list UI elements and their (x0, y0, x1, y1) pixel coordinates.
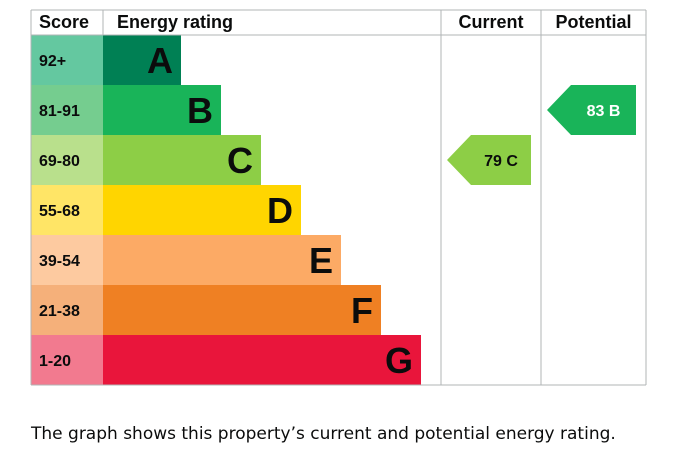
score-cell-b (31, 85, 103, 135)
band-letter-a: A (147, 40, 173, 81)
band-letter-g: G (385, 340, 413, 381)
epc-chart: Score Energy rating Current Potential 92+ A 81… (30, 9, 647, 386)
band-bar-g (103, 335, 421, 385)
score-label-d: 55-68 (39, 203, 80, 220)
score-label-e: 39-54 (39, 253, 80, 270)
potential-arrow (547, 85, 636, 135)
band-letter-c: C (227, 140, 253, 181)
score-label-f: 21-38 (39, 303, 80, 320)
band-bar-b (103, 85, 221, 135)
potential-arrow-label: 83 B (587, 103, 621, 120)
band-bar-a (103, 35, 181, 85)
band-letter-d: D (267, 190, 293, 231)
band-letter-b: B (187, 90, 213, 131)
band-letter-e: E (309, 240, 333, 281)
score-label-b: 81-91 (39, 103, 80, 120)
header-energy-rating: Energy rating (117, 12, 233, 32)
score-cell-d (31, 185, 103, 235)
chart-caption: The graph shows this property’s current … (31, 424, 616, 444)
score-cell-f (31, 285, 103, 335)
current-arrow-label: 79 C (484, 153, 518, 170)
score-cell-g (31, 335, 103, 385)
current-arrow (447, 135, 531, 185)
score-cell-a (31, 35, 103, 85)
band-letter-f: F (351, 290, 373, 331)
header-potential: Potential (555, 12, 631, 32)
band-bar-f (103, 285, 381, 335)
header-score: Score (39, 12, 89, 32)
band-bar-d (103, 185, 301, 235)
score-cell-c (31, 135, 103, 185)
band-bar-e (103, 235, 341, 285)
band-bar-c (103, 135, 261, 185)
score-label-c: 69-80 (39, 153, 80, 170)
score-cell-e (31, 235, 103, 285)
score-label-g: 1-20 (39, 353, 71, 370)
score-label-a: 92+ (39, 53, 66, 70)
header-current: Current (458, 12, 523, 32)
